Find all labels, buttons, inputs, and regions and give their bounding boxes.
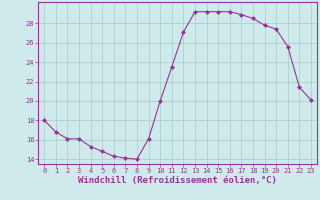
- X-axis label: Windchill (Refroidissement éolien,°C): Windchill (Refroidissement éolien,°C): [78, 176, 277, 185]
